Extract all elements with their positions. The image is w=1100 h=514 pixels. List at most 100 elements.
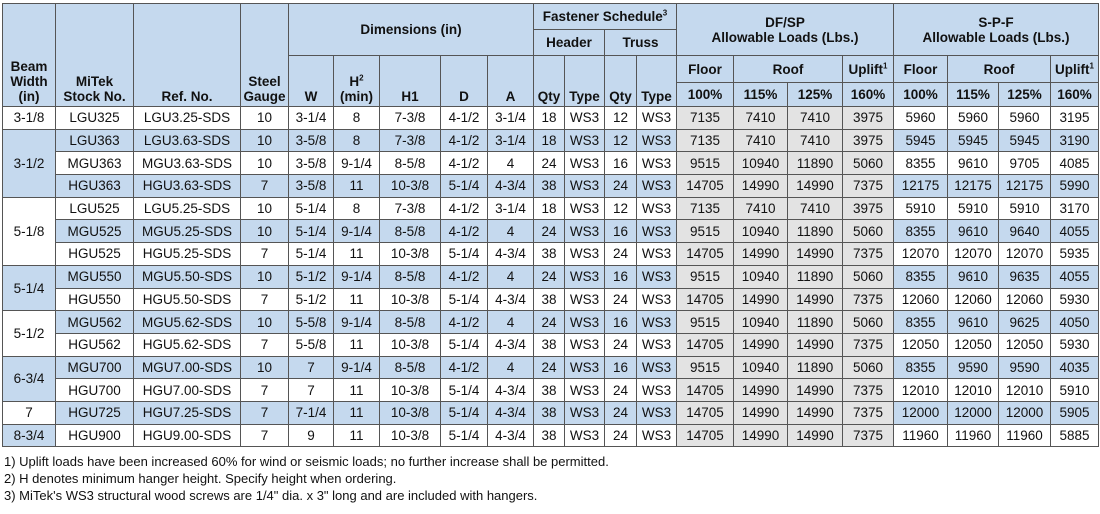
cell-tq: 24 <box>604 378 637 402</box>
cell-dfsp-load: 7375 <box>841 242 895 266</box>
cell-dfsp-load: 14990 <box>733 242 788 266</box>
cell-gauge: 7 <box>240 423 289 448</box>
cell-d: 5-1/4 <box>440 174 488 198</box>
hanger-spec-table: Beam Width (in) MiTek Stock No. Ref. No.… <box>2 3 1100 448</box>
header-dfsp-uplift: Uplift1 <box>841 55 895 83</box>
header-dfsp-115: 115% <box>733 82 788 107</box>
cell-ref: HGU3.63-SDS <box>133 174 241 198</box>
cell-spf-load: 4055 <box>1050 219 1100 244</box>
cell-h1: 10-3/8 <box>379 400 441 425</box>
cell-d: 4-1/2 <box>440 219 488 244</box>
cell-spf-load: 5910 <box>998 196 1052 221</box>
cell-spf-load: 9640 <box>998 219 1052 244</box>
cell-a: 4-3/4 <box>487 174 534 198</box>
cell-stock: MGU562 <box>55 310 134 334</box>
header-dfsp-uplift-text: Uplift <box>848 61 884 77</box>
cell-dfsp-load: 3975 <box>841 106 895 130</box>
cell-w: 5-1/4 <box>288 196 334 221</box>
header-beam-width-line1: Beam <box>10 59 48 74</box>
cell-stock: HGU363 <box>55 174 134 198</box>
header-h: H2 (min) <box>333 55 380 107</box>
cell-a: 3-1/4 <box>487 106 534 130</box>
table-row: MGU363 MGU3.63-SDS 10 3-5/8 9-1/4 8-5/8 4-1/2 4… <box>3 151 1100 176</box>
header-spf-uplift-text: Uplift <box>1055 61 1090 77</box>
header-spf-160: 160% <box>1050 82 1100 107</box>
header-fastener-text: Fastener Schedule <box>542 9 663 24</box>
cell-spf-load: 9610 <box>947 264 1000 289</box>
cell-dfsp-load: 14705 <box>676 423 734 448</box>
cell-dfsp-load: 7375 <box>841 400 895 425</box>
cell-spf-load: 11960 <box>998 423 1052 448</box>
cell-hq: 18 <box>533 128 565 153</box>
header-dfsp-floor: Floor <box>676 55 734 83</box>
header-spf-roof: Roof <box>947 55 1052 83</box>
header-header: Header <box>533 29 605 56</box>
cell-ht: WS3 <box>564 378 605 402</box>
cell-hq: 18 <box>533 106 565 130</box>
cell-h: 11 <box>333 287 380 312</box>
cell-w: 7 <box>288 378 334 402</box>
cell-ht: WS3 <box>564 128 605 153</box>
cell-w: 5-5/8 <box>288 310 334 334</box>
cell-tt: WS3 <box>636 196 677 221</box>
cell-ref: MGU3.63-SDS <box>133 151 241 176</box>
header-dfsp: DF/SP Allowable Loads (Lbs.) <box>675 3 895 56</box>
cell-hq: 24 <box>533 219 565 244</box>
cell-d: 4-1/2 <box>440 128 488 153</box>
cell-w: 3-5/8 <box>288 174 334 198</box>
cell-tt: WS3 <box>636 332 677 357</box>
cell-tq: 16 <box>604 310 637 334</box>
cell-a: 4-3/4 <box>487 400 534 425</box>
cell-dfsp-load: 7410 <box>733 128 788 153</box>
table-row: MGU525 MGU5.25-SDS 10 5-1/4 9-1/4 8-5/8 4-1/2 4… <box>3 219 1100 244</box>
cell-tq: 24 <box>604 287 637 312</box>
cell-hq: 38 <box>533 423 565 448</box>
cell-w: 5-1/2 <box>288 264 334 289</box>
cell-dfsp-load: 14990 <box>733 423 788 448</box>
cell-tt: WS3 <box>636 310 677 334</box>
cell-gauge: 10 <box>240 196 289 221</box>
cell-spf-load: 9610 <box>947 310 1000 334</box>
cell-spf-load: 9705 <box>998 151 1052 176</box>
cell-spf-load: 12060 <box>998 287 1052 312</box>
header-mitek-stock: MiTek Stock No. <box>55 3 134 107</box>
cell-w: 5-1/4 <box>288 219 334 244</box>
cell-h1: 8-5/8 <box>379 355 441 380</box>
cell-ref: HGU5.25-SDS <box>133 242 241 266</box>
cell-h1: 8-5/8 <box>379 219 441 244</box>
cell-spf-load: 12000 <box>947 400 1000 425</box>
cell-ref: MGU5.50-SDS <box>133 264 241 289</box>
beam-width-cell: 7 <box>2 400 56 425</box>
cell-spf-load: 12010 <box>998 378 1052 402</box>
header-dfsp-roof: Roof <box>733 55 843 83</box>
cell-d: 5-1/4 <box>440 378 488 402</box>
cell-spf-load: 5945 <box>947 128 1000 153</box>
cell-tt: WS3 <box>636 174 677 198</box>
cell-spf-load: 4055 <box>1050 264 1100 289</box>
cell-dfsp-load: 10940 <box>733 151 788 176</box>
header-w: W <box>288 55 334 107</box>
beam-width-cell: 5-1/4 <box>2 264 56 312</box>
header-spf-floor: Floor <box>893 55 949 83</box>
cell-h1: 8-5/8 <box>379 264 441 289</box>
cell-dfsp-load: 14705 <box>676 400 734 425</box>
footnote-2: 2) H denotes minimum hanger height. Spec… <box>4 471 397 487</box>
cell-h: 9-1/4 <box>333 264 380 289</box>
cell-dfsp-load: 5060 <box>841 355 895 380</box>
header-spf-100: 100% <box>893 82 949 107</box>
cell-h: 11 <box>333 174 380 198</box>
table-row: 7 HGU725 HGU7.25-SDS 7 7-1/4 11 10-3/8 5-1/4 4-3… <box>2 400 1100 425</box>
cell-w: 3-5/8 <box>288 151 334 176</box>
header-header-qty: Qty <box>533 55 565 107</box>
cell-a: 4-3/4 <box>487 378 534 402</box>
cell-spf-load: 3170 <box>1050 196 1100 221</box>
cell-spf-load: 3190 <box>1050 128 1100 153</box>
cell-gauge: 10 <box>240 310 289 334</box>
table-row: 5-1/2 MGU562 MGU5.62-SDS 10 5-5/8 9-1/4 8-5/8 4… <box>2 310 1100 357</box>
cell-h1: 10-3/8 <box>379 423 441 448</box>
cell-d: 5-1/4 <box>440 400 488 425</box>
cell-stock: HGU562 <box>55 332 134 357</box>
cell-gauge: 7 <box>240 242 289 266</box>
cell-ht: WS3 <box>564 287 605 312</box>
header-a: A <box>487 55 534 107</box>
